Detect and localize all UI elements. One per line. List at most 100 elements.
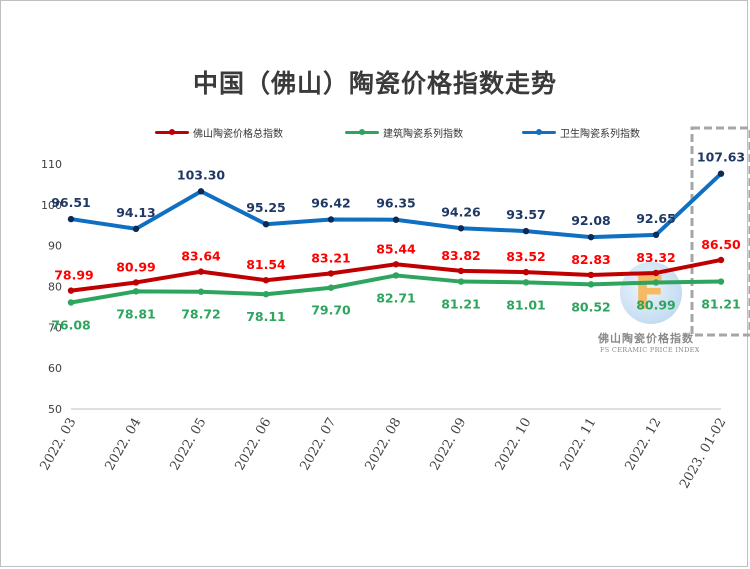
y-tick-label: 80 xyxy=(48,281,62,294)
y-tick-label: 70 xyxy=(48,321,62,334)
x-tick-label: 2023. 01-02 xyxy=(677,416,729,492)
data-label-total: 80.99 xyxy=(116,259,156,274)
data-label-total: 83.64 xyxy=(181,249,221,264)
data-label-total: 85.44 xyxy=(376,241,416,256)
legend-item-building: 建筑陶瓷系列指数 xyxy=(345,125,463,140)
data-point-sanitary xyxy=(717,170,725,177)
data-label-sanitary: 92.65 xyxy=(636,211,676,226)
data-point-total xyxy=(327,270,335,277)
data-label-sanitary: 93.57 xyxy=(506,207,546,222)
data-label-building: 80.52 xyxy=(571,299,611,314)
y-tick-label: 50 xyxy=(48,403,62,416)
data-point-building xyxy=(522,279,530,286)
data-label-building: 82.71 xyxy=(376,290,416,305)
data-point-building xyxy=(197,288,205,295)
legend: 佛山陶瓷价格总指数 建筑陶瓷系列指数 卫生陶瓷系列指数 xyxy=(0,125,750,141)
x-tick-label: 2022. 06 xyxy=(233,416,275,474)
data-point-sanitary xyxy=(327,216,335,223)
y-tick-label: 110 xyxy=(41,158,62,171)
x-tick-label: 2022. 05 xyxy=(168,416,210,474)
data-point-total xyxy=(197,268,205,275)
data-label-total: 83.82 xyxy=(441,248,481,263)
data-point-sanitary xyxy=(132,225,140,233)
data-label-total: 83.52 xyxy=(506,249,546,264)
chart-title: 中国（佛山）陶瓷价格指数走势 xyxy=(192,69,557,98)
data-point-sanitary xyxy=(652,231,660,239)
x-tick-label: 2022. 10 xyxy=(493,416,535,474)
y-tick-label: 90 xyxy=(48,240,62,253)
x-tick-label: 2022. 07 xyxy=(298,416,340,474)
data-point-building xyxy=(392,272,400,279)
data-point-total xyxy=(717,256,725,264)
data-label-total: 81.54 xyxy=(246,257,286,272)
data-label-building: 81.01 xyxy=(506,297,546,312)
data-label-sanitary: 94.13 xyxy=(116,205,156,220)
data-label-building: 78.11 xyxy=(246,309,286,324)
data-point-total xyxy=(457,267,465,275)
data-point-total xyxy=(587,271,595,279)
data-point-sanitary xyxy=(197,188,205,195)
x-tick-label: 2022. 12 xyxy=(623,416,665,474)
legend-swatch-sanitary xyxy=(522,129,556,135)
data-label-building: 81.21 xyxy=(441,297,481,312)
data-point-building xyxy=(587,281,595,288)
data-label-building: 81.21 xyxy=(701,297,741,312)
data-point-total xyxy=(67,287,75,294)
data-point-total xyxy=(522,268,530,276)
data-point-building xyxy=(132,288,140,295)
data-label-building: 79.70 xyxy=(311,303,351,318)
data-label-sanitary: 96.42 xyxy=(311,195,351,210)
data-label-sanitary: 92.08 xyxy=(571,213,611,228)
data-label-sanitary: 96.35 xyxy=(376,196,416,211)
data-label-total: 82.83 xyxy=(571,252,611,267)
data-point-total xyxy=(132,279,140,286)
data-label-building: 80.99 xyxy=(636,297,676,312)
data-point-sanitary xyxy=(67,215,75,223)
highlight-box xyxy=(690,126,750,337)
y-tick-label: 60 xyxy=(48,362,62,375)
data-label-sanitary: 94.26 xyxy=(441,204,481,219)
data-label-total: 78.99 xyxy=(54,268,94,283)
data-point-building xyxy=(67,299,75,306)
data-label-total: 86.50 xyxy=(701,237,741,252)
legend-swatch-building xyxy=(345,129,379,135)
data-point-total xyxy=(262,277,270,284)
legend-swatch-total xyxy=(155,129,189,135)
x-tick-label: 2022. 11 xyxy=(558,416,600,474)
data-label-total: 83.32 xyxy=(636,250,676,265)
x-tick-label: 2022. 04 xyxy=(103,416,145,474)
data-point-sanitary xyxy=(522,227,530,235)
watermark-name: 佛山陶瓷价格指数 xyxy=(598,332,694,345)
legend-label-sanitary: 卫生陶瓷系列指数 xyxy=(560,129,640,140)
data-point-building xyxy=(327,284,335,291)
x-tick-label: 2022. 09 xyxy=(428,416,470,474)
data-label-sanitary: 96.51 xyxy=(51,195,91,210)
legend-label-building: 建筑陶瓷系列指数 xyxy=(383,129,463,140)
data-label-sanitary: 107.63 xyxy=(697,150,745,165)
legend-item-sanitary: 卫生陶瓷系列指数 xyxy=(522,125,640,140)
y-tick-label: 100 xyxy=(41,199,62,212)
data-point-building xyxy=(262,291,270,298)
data-point-total xyxy=(392,261,400,268)
data-label-building: 76.08 xyxy=(51,318,91,333)
data-point-sanitary xyxy=(457,225,465,232)
watermark-en: FS CERAMIC PRICE INDEX xyxy=(600,346,700,354)
data-point-sanitary xyxy=(392,216,400,223)
data-label-building: 78.72 xyxy=(181,307,221,322)
data-label-sanitary: 103.30 xyxy=(177,167,226,182)
data-label-building: 78.81 xyxy=(116,306,156,321)
legend-item-total: 佛山陶瓷价格总指数 xyxy=(155,125,283,140)
data-point-building xyxy=(717,278,725,285)
legend-label-total: 佛山陶瓷价格总指数 xyxy=(193,129,283,140)
data-point-building xyxy=(457,278,465,285)
x-tick-label: 2022. 03 xyxy=(38,416,80,474)
x-tick-label: 2022. 08 xyxy=(363,416,405,474)
data-point-sanitary xyxy=(262,221,270,228)
data-point-building xyxy=(652,279,660,286)
data-label-total: 83.21 xyxy=(311,250,351,265)
data-point-total xyxy=(652,269,660,277)
data-point-sanitary xyxy=(587,233,595,241)
data-label-sanitary: 95.25 xyxy=(246,200,286,215)
